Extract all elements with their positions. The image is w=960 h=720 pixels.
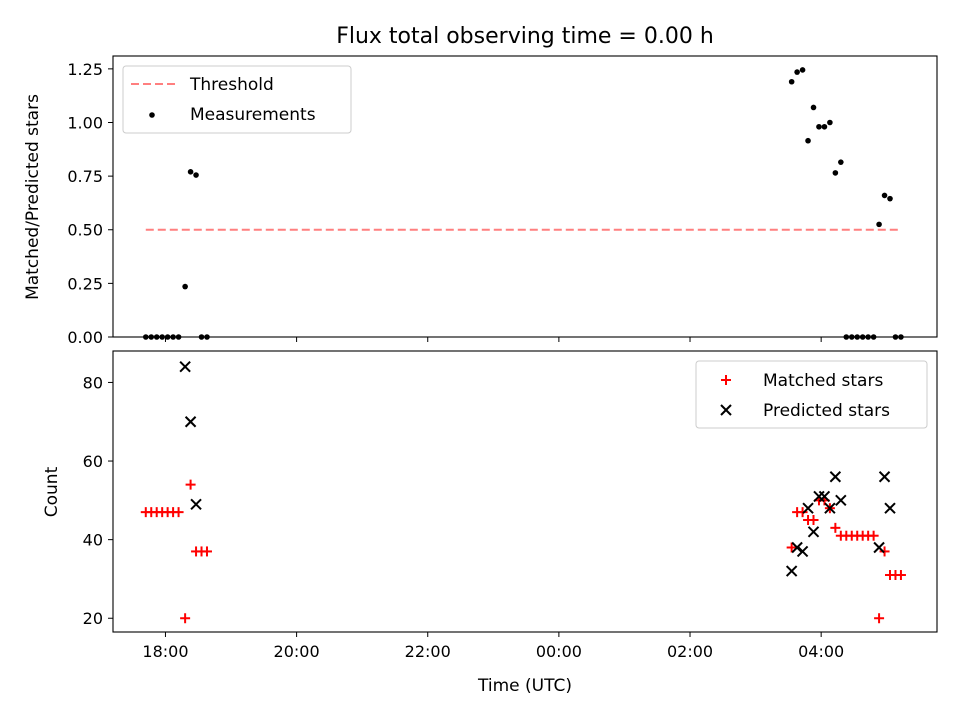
matched-star-point — [830, 522, 841, 533]
legend-predicted-swatch — [720, 404, 732, 416]
predicted-star-point — [179, 361, 191, 373]
top-y-axis-label: Matched/Predicted stars — [23, 94, 43, 300]
x-tick-label: 00:00 — [536, 642, 582, 661]
top-axes: 0.00 0.25 0.50 0.75 1.00 1.25 — [67, 60, 822, 347]
bottom-y-tick-label: 40 — [83, 531, 103, 550]
matched-star-point — [879, 546, 890, 557]
cross-stroke-b — [824, 502, 836, 514]
bottom-y-tick-label: 80 — [83, 373, 103, 392]
cross-stroke-b — [878, 471, 891, 483]
measurement-point — [838, 159, 844, 165]
top-legend-box — [122, 65, 352, 134]
bottom-legend: Matched stars Predicted stars — [695, 360, 928, 429]
x-axis-label: Time (UTC) — [477, 676, 572, 696]
cross-stroke-b — [796, 545, 809, 558]
cross-stroke-b — [835, 494, 847, 507]
legend-measurements-label: Measurements — [190, 105, 316, 125]
cross-stroke-b — [807, 526, 820, 538]
measurement-point — [832, 170, 839, 176]
top-plot-area — [142, 67, 904, 340]
top-chart-title: Flux total observing time = 0.00 h — [336, 24, 714, 49]
predicted-star-point — [802, 502, 814, 514]
top-legend: Threshold Measurements — [122, 65, 352, 134]
predicted-star-point — [796, 545, 809, 558]
measurement-point — [187, 169, 194, 175]
legend-measurements-swatch — [149, 112, 155, 118]
bottom-axes-frame — [112, 350, 938, 633]
legend-matched-swatch — [721, 375, 731, 385]
predicted-star-point — [829, 471, 842, 483]
cross-stroke-b — [190, 498, 202, 510]
predicted-star-point — [835, 494, 847, 507]
bottom-plot-area — [140, 361, 906, 624]
x-tick-label: 18:00 — [142, 642, 188, 661]
matched-star-point — [201, 546, 212, 557]
cross-stroke-b — [818, 490, 831, 503]
bottom-y-tick-label: 20 — [83, 609, 103, 628]
x-tick-label: 22:00 — [405, 642, 451, 661]
legend-threshold-label: Threshold — [189, 75, 274, 95]
bottom-axes: 20 40 60 80 18:00 20:00 22:00 00:00 02:00 04:00 — [83, 373, 845, 661]
measurement-point — [799, 67, 806, 73]
measurement-point — [887, 195, 893, 202]
measurement-point — [876, 221, 882, 228]
bottom-y-tick-label: 60 — [83, 452, 103, 471]
predicted-star-point — [878, 471, 891, 483]
bottom-legend-box — [695, 360, 928, 429]
top-y-tick-label: 0.25 — [67, 274, 103, 293]
matched-star-point — [895, 570, 906, 581]
top-axes-frame — [112, 55, 938, 338]
matched-star-point — [180, 613, 191, 624]
matched-star-point — [808, 514, 819, 525]
legend-predicted-label: Predicted stars — [763, 401, 890, 421]
measurement-point — [788, 78, 795, 85]
cross-stroke-b — [829, 471, 842, 483]
measurement-point — [182, 283, 188, 290]
x-tick-label: 20:00 — [274, 642, 320, 661]
top-y-tick-label: 1.25 — [67, 60, 103, 79]
predicted-star-point — [190, 498, 202, 510]
cross-stroke-b — [791, 541, 803, 554]
legend-matched-label: Matched stars — [763, 371, 883, 391]
top-y-tick-label: 1.00 — [67, 113, 103, 132]
matched-star-point — [874, 613, 885, 624]
cross-stroke-b — [184, 416, 197, 428]
measurement-point — [821, 123, 828, 130]
matched-star-point — [185, 479, 196, 490]
predicted-star-point — [824, 502, 836, 514]
matched-star-point — [797, 507, 808, 518]
bottom-y-axis-label: Count — [42, 466, 62, 517]
cross-stroke-b — [179, 361, 191, 373]
cross-stroke-b — [873, 541, 885, 554]
predicted-star-point — [818, 490, 831, 503]
predicted-star-point — [791, 541, 803, 554]
top-y-tick-label: 0.00 — [67, 328, 103, 347]
measurement-point — [816, 123, 822, 130]
cross-stroke-b — [785, 565, 798, 577]
x-tick-label: 04:00 — [798, 642, 844, 661]
x-tick-label: 02:00 — [667, 642, 713, 661]
matched-star-point — [868, 530, 879, 541]
measurement-point — [810, 104, 817, 111]
predicted-star-point — [807, 526, 820, 538]
cross-stroke-b — [884, 502, 896, 514]
measurement-point — [827, 119, 833, 126]
predicted-star-point — [785, 565, 798, 577]
cross-stroke-b — [802, 502, 814, 514]
measurement-point — [193, 172, 199, 178]
predicted-star-point — [184, 416, 197, 428]
cross-stroke-b — [720, 404, 732, 416]
measurement-point — [805, 137, 811, 144]
top-y-tick-label: 0.50 — [67, 221, 103, 240]
predicted-star-point — [884, 502, 896, 514]
measurement-point — [794, 69, 800, 75]
top-y-tick-label: 0.75 — [67, 167, 103, 186]
measurement-point — [881, 192, 888, 199]
matched-star-point — [786, 542, 797, 553]
predicted-star-point — [873, 541, 885, 554]
matched-star-point — [173, 507, 184, 518]
